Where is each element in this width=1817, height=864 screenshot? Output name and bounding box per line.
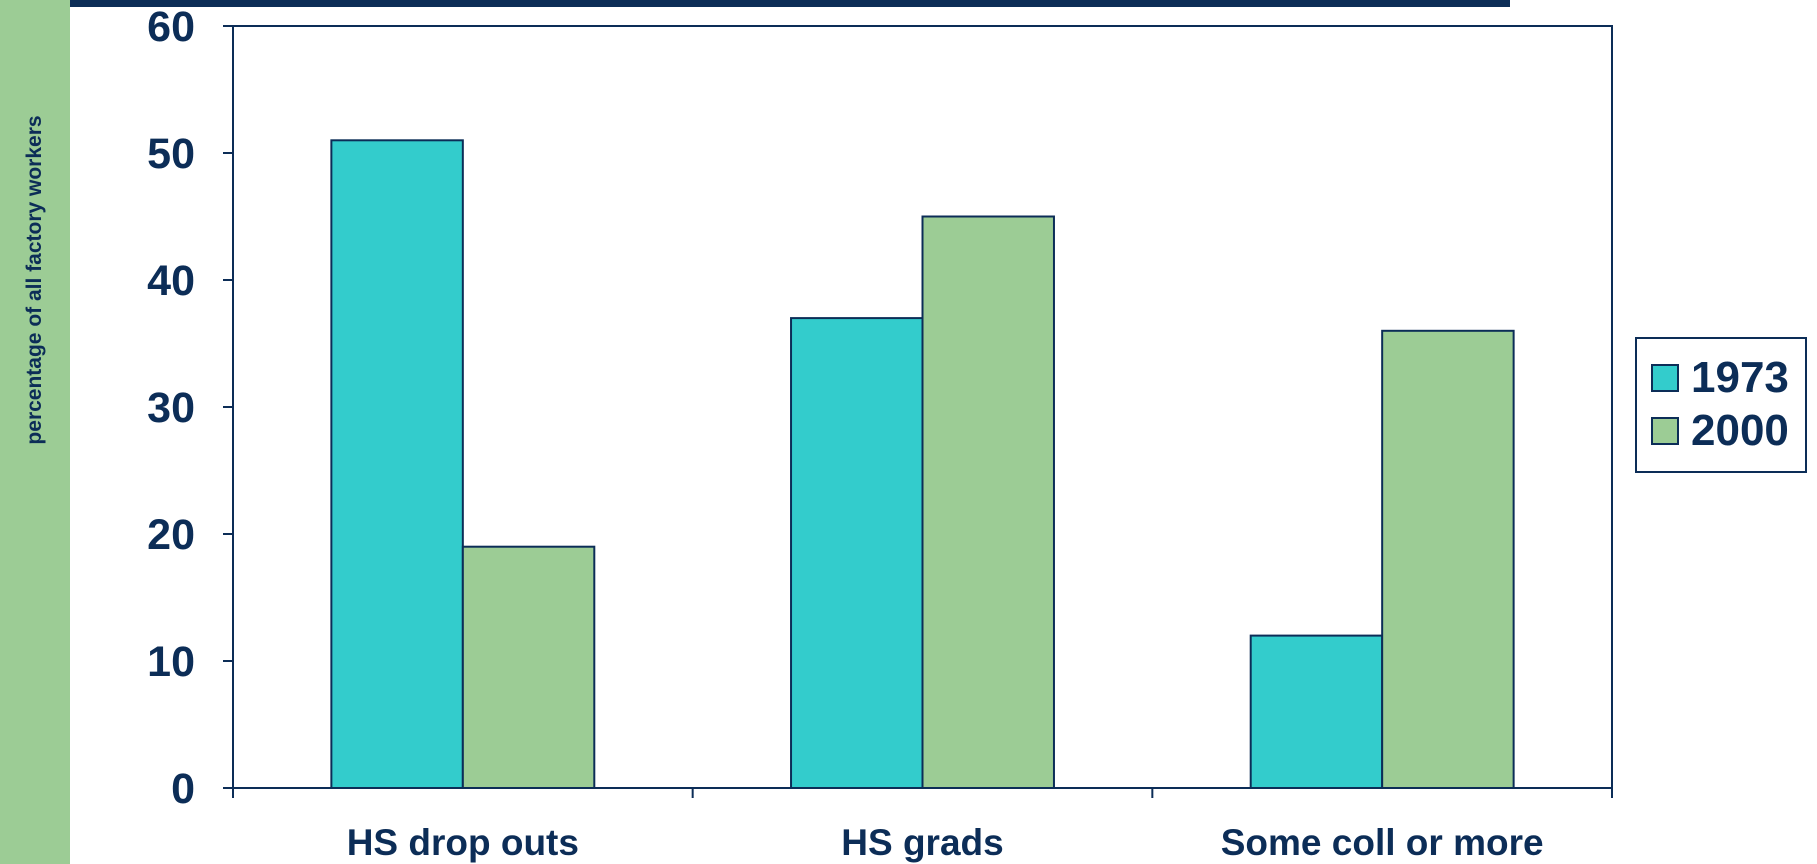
x-category-label-hs-grads: HS grads: [841, 822, 1003, 863]
y-tick-label-20: 20: [147, 511, 195, 559]
bar-1973-some-coll-or-more: [1249, 634, 1384, 789]
legend-swatch-2000: [1651, 417, 1679, 445]
y-tick-label-10: 10: [147, 638, 195, 686]
legend-label-2000: 2000: [1691, 406, 1789, 455]
bar-1973-hs-grads: [790, 317, 924, 789]
y-tick-label-0: 0: [171, 765, 195, 813]
x-category-label-some-coll-or-more: Some coll or more: [1221, 822, 1544, 863]
y-tick-label-30: 30: [147, 384, 195, 432]
legend: 1973 2000: [1635, 337, 1807, 473]
x-category-label-hs-drop-outs: HS drop outs: [347, 822, 579, 863]
y-tick-label-40: 40: [147, 257, 195, 305]
labels-group: 0 10 20 30 40 50 60 HS drop outs HS grads Some co…: [147, 3, 1543, 863]
legend-item-2000: 2000: [1651, 406, 1789, 456]
y-tick-label-50: 50: [147, 130, 195, 178]
axes-group: [223, 25, 1613, 798]
y-tick-label-60: 60: [147, 3, 195, 51]
legend-item-1973: 1973: [1651, 353, 1789, 403]
bar-2000-hs-grads: [921, 215, 1055, 789]
legend-swatch-1973: [1651, 364, 1679, 392]
bar-1973-hs-drop-outs: [330, 139, 464, 790]
top-banner-bar: [0, 0, 1510, 7]
legend-label-1973: 1973: [1691, 353, 1789, 402]
bars-group: [330, 139, 1515, 790]
side-strip: [0, 0, 70, 864]
bar-2000-some-coll-or-more: [1381, 329, 1515, 789]
bar-2000-hs-drop-outs: [461, 545, 596, 790]
